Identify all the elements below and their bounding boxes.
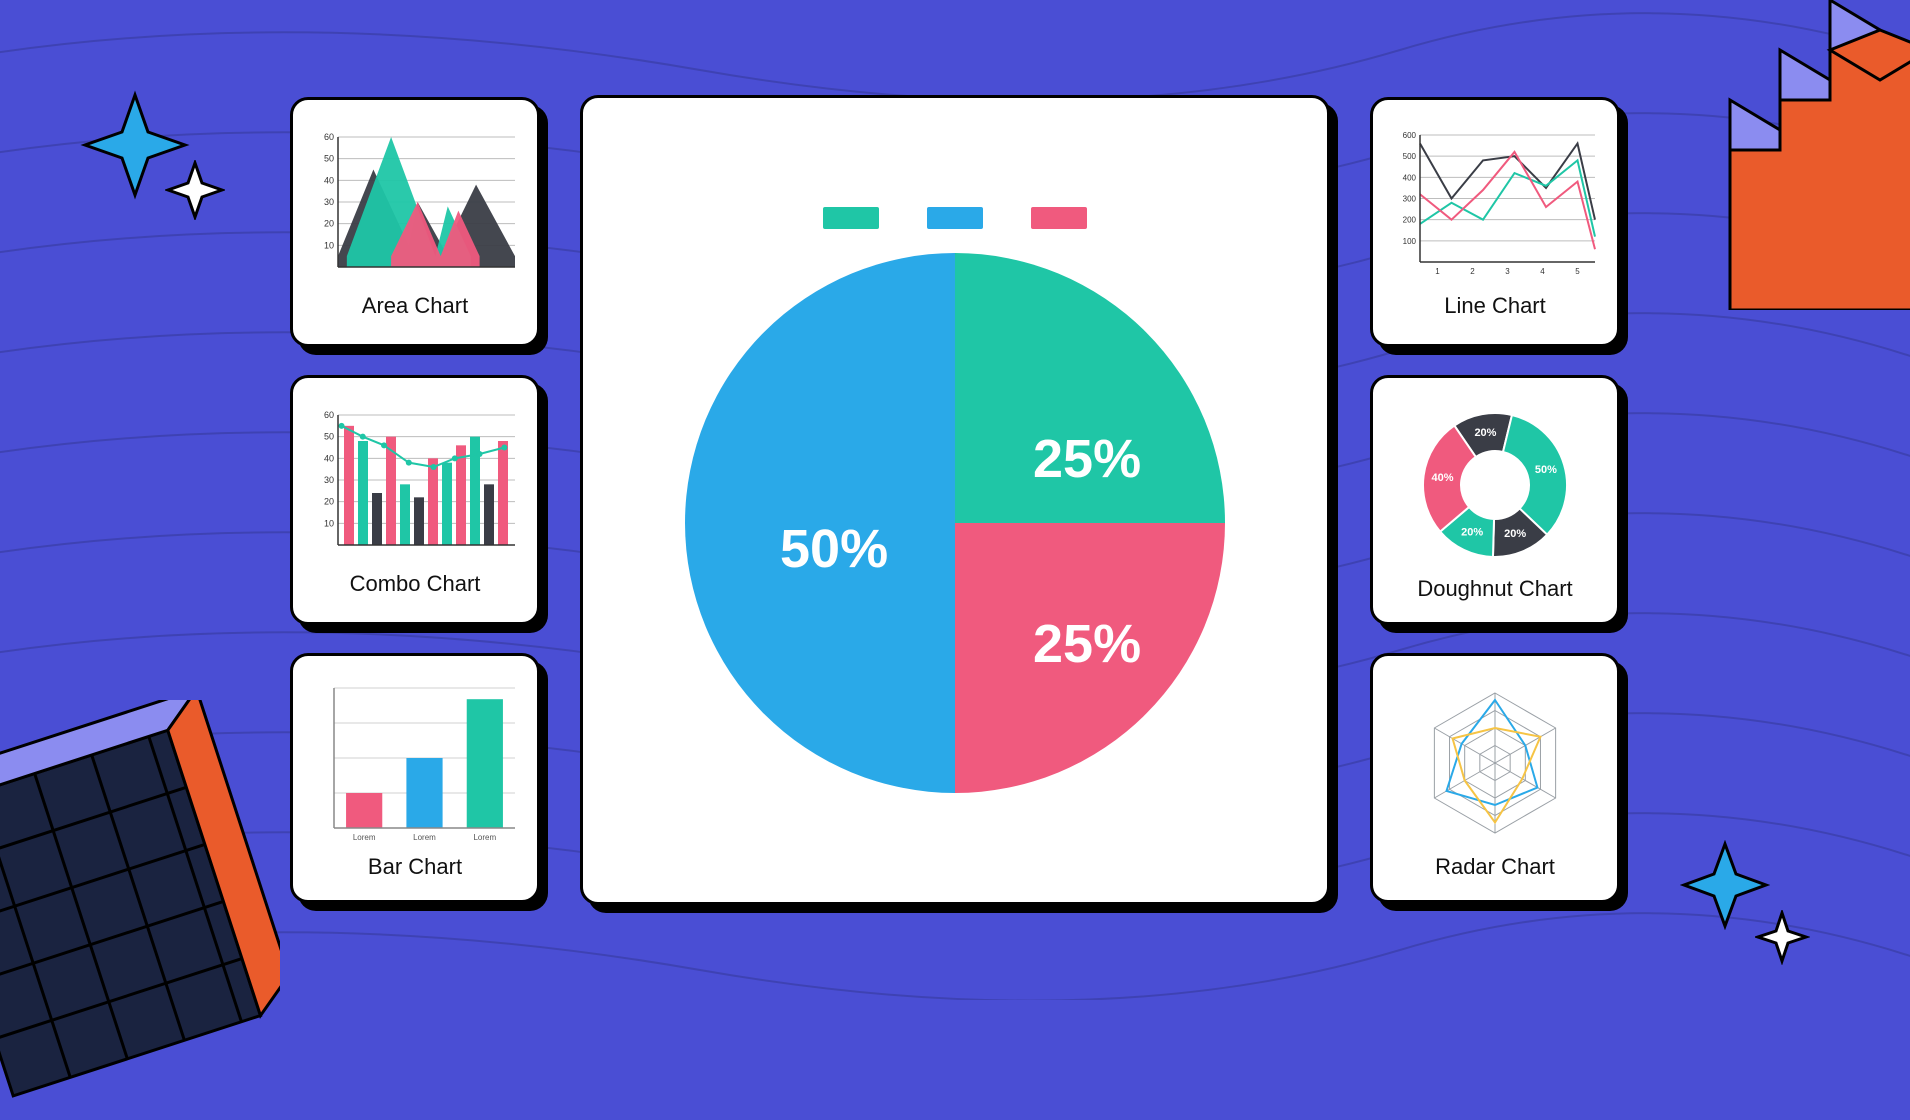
pie-legend [823,207,1087,229]
svg-text:300: 300 [1403,195,1417,204]
svg-text:20%: 20% [1504,528,1526,540]
legend-chip [927,207,983,229]
svg-text:60: 60 [324,410,334,420]
pie-chart-card: 25% 25% 50% [580,95,1330,905]
svg-text:5: 5 [1575,267,1580,276]
svg-text:Lorem: Lorem [473,833,496,842]
svg-text:40: 40 [324,453,334,463]
doughnut-chart: 20% 50% 20% 20% 40% [1405,400,1585,570]
legend-chip [823,207,879,229]
pie-slice-label: 25% [1033,613,1141,675]
svg-text:20: 20 [324,219,334,229]
line-chart-card: 100 200 300 400 500 600 1 2 3 4 5 Line Chart [1370,97,1620,347]
bar-chart-card: Lorem Lorem Lorem Bar Chart [290,653,540,903]
chart-gallery: 10 20 30 40 50 60 Area Chart 10 20 30 40 50 60 Com… [290,95,1620,905]
legend-chip [1031,207,1087,229]
svg-text:Lorem: Lorem [413,833,436,842]
svg-text:50%: 50% [1535,464,1557,476]
left-column: 10 20 30 40 50 60 Area Chart 10 20 30 40 50 60 Com… [290,97,540,903]
line-chart: 100 200 300 400 500 600 1 2 3 4 5 [1390,127,1600,287]
svg-text:50: 50 [324,432,334,442]
radar-chart-card: Radar Chart [1370,653,1620,903]
bar-chart: Lorem Lorem Lorem [310,678,520,848]
svg-text:600: 600 [1403,131,1417,140]
area-chart: 10 20 30 40 50 60 [310,127,520,287]
card-label: Combo Chart [350,571,481,597]
svg-text:10: 10 [324,240,334,250]
svg-text:20: 20 [324,497,334,507]
card-label: Radar Chart [1435,854,1555,880]
svg-text:40: 40 [324,175,334,185]
right-column: 100 200 300 400 500 600 1 2 3 4 5 Line Chart 20% 5… [1370,97,1620,903]
svg-text:400: 400 [1403,173,1417,182]
pie-chart: 25% 25% 50% [685,253,1225,793]
card-label: Line Chart [1444,293,1546,319]
card-label: Doughnut Chart [1417,576,1572,602]
svg-text:4: 4 [1540,267,1545,276]
svg-text:2: 2 [1470,267,1475,276]
area-chart-card: 10 20 30 40 50 60 Area Chart [290,97,540,347]
svg-text:30: 30 [324,475,334,485]
svg-text:100: 100 [1403,237,1417,246]
sparkle-icon [1755,910,1810,965]
svg-text:40%: 40% [1431,472,1453,484]
svg-text:500: 500 [1403,152,1417,161]
svg-text:20%: 20% [1474,427,1496,439]
svg-text:10: 10 [324,518,334,528]
grid-cube-icon [0,700,280,1120]
sparkle-icon [165,160,225,220]
doughnut-chart-card: 20% 50% 20% 20% 40% Doughnut Chart [1370,375,1620,625]
combo-chart-card: 10 20 30 40 50 60 Combo Chart [290,375,540,625]
radar-chart [1400,678,1590,848]
card-label: Area Chart [362,293,468,319]
card-label: Bar Chart [368,854,462,880]
svg-text:200: 200 [1403,216,1417,225]
svg-text:50: 50 [324,154,334,164]
svg-text:60: 60 [324,132,334,142]
svg-text:1: 1 [1435,267,1440,276]
svg-text:30: 30 [324,197,334,207]
combo-chart: 10 20 30 40 50 60 [310,405,520,565]
stair-block-icon [1620,0,1910,310]
svg-text:3: 3 [1505,267,1510,276]
svg-text:20%: 20% [1461,527,1483,539]
svg-text:Lorem: Lorem [353,833,376,842]
pie-slice-label: 50% [780,518,888,580]
pie-slice-label: 25% [1033,428,1141,490]
